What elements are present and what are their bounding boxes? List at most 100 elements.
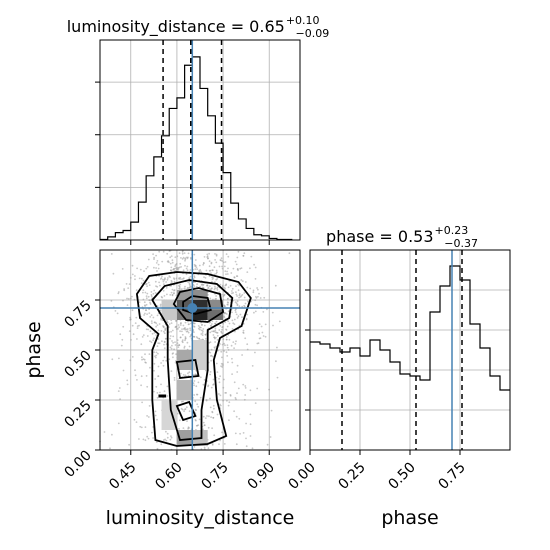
joint-panel: 0.45 0.60 0.75 0.90 0.00 0.25 0.50 0.75 luminos… xyxy=(23,249,301,529)
density-cell xyxy=(161,300,177,320)
scatter-point xyxy=(196,403,199,406)
scatter-point xyxy=(180,372,182,375)
scatter-point xyxy=(246,300,249,303)
scatter-point xyxy=(153,332,156,334)
scatter-point xyxy=(236,371,239,373)
scatter-point xyxy=(256,304,258,307)
scatter-point xyxy=(153,289,156,292)
scatter-point xyxy=(196,337,199,339)
scatter-point xyxy=(249,389,252,392)
scatter-point xyxy=(163,330,165,333)
scatter-point xyxy=(193,336,196,338)
scatter-point xyxy=(250,255,253,258)
scatter-point xyxy=(223,443,226,445)
scatter-point xyxy=(122,299,124,302)
scatter-point xyxy=(189,285,192,288)
scatter-point xyxy=(206,284,209,286)
scatter-point xyxy=(244,281,247,283)
scatter-point xyxy=(254,278,257,280)
scatter-point xyxy=(147,328,150,331)
scatter-point xyxy=(204,333,207,336)
scatter-point xyxy=(134,275,136,277)
scatter-point xyxy=(186,341,189,344)
scatter-point xyxy=(175,294,178,297)
scatter-point xyxy=(196,268,199,270)
scatter-point xyxy=(208,285,211,288)
scatter-point xyxy=(184,259,186,262)
scatter-point xyxy=(204,369,207,372)
scatter-point xyxy=(227,302,230,304)
scatter-point xyxy=(205,399,208,402)
scatter-point xyxy=(221,343,224,346)
x-tick-label: 0.60 xyxy=(152,460,185,493)
scatter-point xyxy=(216,287,218,290)
scatter-point xyxy=(202,421,205,424)
scatter-point xyxy=(178,428,180,430)
scatter-point xyxy=(215,320,218,323)
scatter-point xyxy=(121,268,124,270)
scatter-point xyxy=(153,321,156,324)
scatter-point xyxy=(225,273,227,276)
scatter-point xyxy=(204,417,207,419)
scatter-point xyxy=(176,255,179,258)
scatter-point xyxy=(218,265,221,268)
scatter-point xyxy=(254,351,256,354)
scatter-point xyxy=(254,310,257,313)
scatter-point xyxy=(162,364,165,367)
scatter-point xyxy=(209,371,212,373)
scatter-point xyxy=(168,358,171,361)
scatter-point xyxy=(178,252,181,255)
scatter-point xyxy=(231,311,233,314)
scatter-point xyxy=(182,256,185,259)
scatter-point xyxy=(245,437,247,440)
contour-outer xyxy=(135,271,252,447)
scatter-point xyxy=(237,250,240,253)
scatter-point xyxy=(133,418,136,421)
scatter-point xyxy=(214,259,217,261)
scatter-point xyxy=(210,262,213,265)
scatter-point xyxy=(160,295,163,298)
scatter-point xyxy=(211,330,214,333)
scatter-point xyxy=(263,296,266,299)
scatter-point xyxy=(170,266,173,269)
scatter-point xyxy=(193,253,196,256)
scatter-point xyxy=(148,284,151,286)
scatter-point xyxy=(212,416,215,419)
scatter-point xyxy=(220,293,223,296)
scatter-point xyxy=(182,277,185,280)
scatter-point xyxy=(176,412,179,415)
contour-island xyxy=(175,359,200,379)
scatter-point xyxy=(236,275,239,277)
scatter-point xyxy=(209,269,212,272)
scatter-point xyxy=(258,337,261,340)
scatter-point xyxy=(239,296,242,298)
scatter-point xyxy=(110,300,113,302)
scatter-point xyxy=(194,259,197,261)
scatter-point xyxy=(123,288,125,290)
scatter-point xyxy=(218,443,220,445)
scatter-point xyxy=(214,281,216,284)
scatter-point xyxy=(162,250,165,253)
scatter-point xyxy=(181,258,184,260)
scatter-point xyxy=(161,340,163,343)
scatter-point xyxy=(256,287,258,289)
scatter-point xyxy=(214,327,217,330)
scatter-point xyxy=(170,435,172,437)
scatter-point xyxy=(209,406,212,409)
scatter-point xyxy=(251,447,254,450)
scatter-point xyxy=(235,263,238,266)
scatter-point xyxy=(143,314,146,316)
scatter-point xyxy=(171,261,174,264)
scatter-point xyxy=(154,292,157,294)
scatter-point xyxy=(231,373,234,375)
scatter-point xyxy=(236,300,239,303)
scatter-point xyxy=(175,277,178,280)
density-cell xyxy=(207,300,224,310)
scatter-point xyxy=(173,280,176,283)
scatter-point xyxy=(153,258,155,260)
scatter-point xyxy=(202,428,204,431)
scatter-point xyxy=(178,266,181,269)
scatter-point xyxy=(233,381,236,384)
scatter-point xyxy=(187,252,190,255)
scatter-point xyxy=(235,340,237,343)
